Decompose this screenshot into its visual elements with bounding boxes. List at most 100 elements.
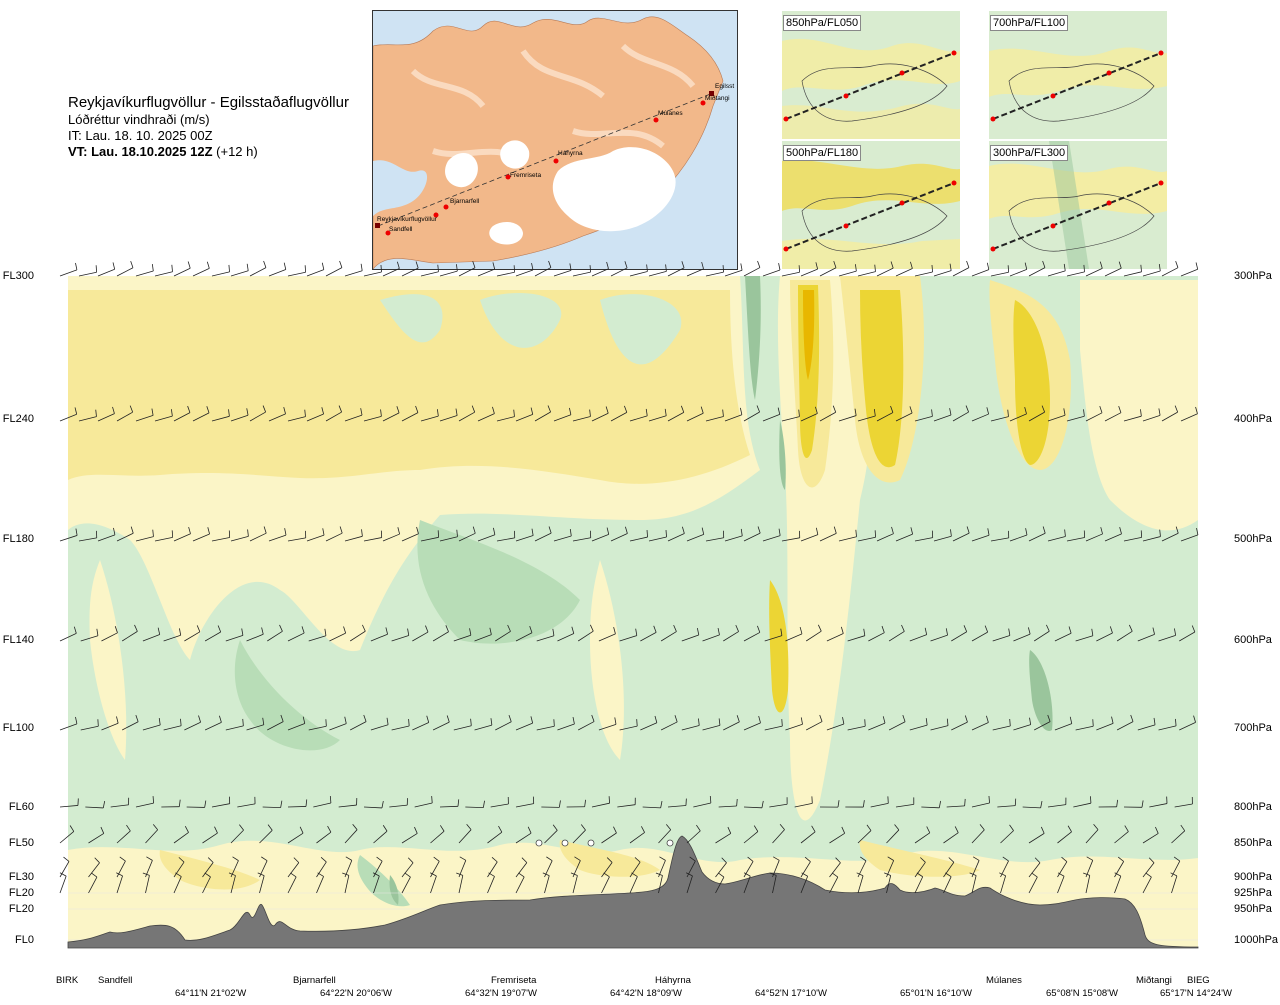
wind-barb-flag (416, 526, 419, 534)
wind-barb (598, 633, 616, 642)
wind-barb (490, 803, 509, 808)
wind-barb (1149, 803, 1168, 808)
wind-barb (1066, 415, 1085, 422)
wind-barb (116, 411, 133, 422)
wind-barb-flag (1040, 800, 1043, 808)
wind-barb-flag (130, 526, 134, 534)
wind-barb-flag (569, 528, 572, 537)
wind-barb-flag (1128, 624, 1133, 632)
wind-barb (601, 862, 613, 878)
wind-barb (805, 630, 822, 642)
wind-barb (259, 830, 273, 844)
wind-barb-flag (228, 409, 230, 417)
wind-barb (268, 534, 287, 542)
downdraft-core (779, 420, 786, 490)
route-title: Reykjavíkurflugvöllur - Egilsstaðaflugvö… (68, 94, 349, 111)
updraft-zone (590, 560, 624, 760)
wind-barb-flag (979, 824, 985, 831)
wind-barb (1028, 876, 1038, 894)
wind-barb-flag (1061, 856, 1068, 862)
wind-barb (800, 861, 811, 878)
wind-barb-flag (171, 264, 173, 272)
wind-barb (1047, 270, 1066, 277)
wind-barb-flag (757, 260, 761, 268)
wind-barb (496, 271, 515, 277)
wind-barb-flag (445, 625, 449, 632)
wind-barb-flag (841, 826, 846, 834)
wind-barb (553, 535, 572, 542)
wind-barb-flag (931, 409, 933, 417)
wind-barb-flag (1174, 405, 1179, 413)
wind-barb-flag (508, 715, 512, 722)
wind-barb-flag (75, 716, 78, 724)
updraft-zone (159, 850, 260, 890)
wind-barb (1116, 630, 1133, 642)
wind-barb (686, 860, 696, 878)
wind-barb-flag (665, 264, 667, 272)
wind-barb-flag (429, 872, 437, 877)
minimap-band (1049, 141, 1089, 269)
wind-barb-flag (1196, 527, 1199, 535)
wind-barb-flag (426, 715, 430, 723)
wind-barb (401, 862, 414, 878)
wind-barb-flag (569, 407, 572, 415)
wind-barb (723, 721, 740, 731)
wind-barb (313, 802, 331, 808)
wind-barb-flag (988, 795, 990, 803)
wind-barb-flag (634, 857, 641, 863)
wind-barb (389, 804, 408, 808)
wind-barb (338, 804, 357, 808)
wind-barb (1085, 267, 1103, 277)
wind-barb-flag (1195, 262, 1199, 270)
map-label-6: Egilsst (715, 83, 734, 90)
minimap-svg (989, 47, 1167, 122)
wind-barb-flag (665, 530, 667, 538)
wind-barb (1033, 721, 1051, 731)
wind-barb-flag (1057, 872, 1065, 877)
wind-barb-flag (130, 260, 134, 268)
wind-barb-flag (492, 262, 496, 270)
wind-barb (930, 725, 949, 731)
wind-barb-flag (198, 715, 201, 723)
wind-barb-flag (589, 409, 591, 417)
wind-barb-flag (263, 526, 267, 534)
minimap-band (989, 163, 1167, 219)
wind-barb (785, 723, 803, 731)
wind-barb (401, 267, 419, 277)
wind-barb-flag (261, 856, 268, 862)
wind-barb-flag (743, 872, 751, 877)
wind-barb (268, 413, 286, 422)
wind-barb-flag (753, 825, 759, 832)
wind-barb-flag (262, 717, 265, 725)
wind-barb (577, 721, 595, 731)
updraft-zone (769, 580, 789, 713)
minimap-point (843, 93, 849, 99)
wind-barb-flag (966, 260, 970, 268)
wind-barb (391, 725, 410, 731)
wind-barb-flag (987, 528, 990, 536)
map-label-5: Múlanes (658, 110, 683, 117)
wind-barb-flag (747, 856, 754, 862)
wind-barb-flag (815, 262, 819, 270)
wind-barb (173, 861, 185, 878)
wind-barb-flag (584, 799, 586, 807)
wind-barb-flag (380, 409, 382, 417)
wind-barb-flag (290, 872, 297, 878)
wind-barb-flag (339, 260, 343, 268)
wind-barb (553, 269, 572, 277)
wind-barb-flag (179, 628, 182, 636)
downdraft-zone (417, 520, 580, 644)
wind-barb (943, 876, 952, 894)
coord-label: 65°01'N 16°10'W (900, 988, 972, 999)
wind-barb (1158, 725, 1177, 731)
wind-barb-flag (780, 628, 783, 636)
wind-barb (515, 862, 528, 878)
wind-barb-flag (664, 408, 667, 416)
wind-barb (344, 829, 358, 844)
issue-time: IT: Lau. 18. 10. 2025 00Z (68, 128, 213, 143)
wind-barb-flag (404, 872, 411, 878)
wind-barb-flag (1119, 526, 1122, 534)
wind-barb (432, 631, 449, 642)
wind-barb (640, 722, 658, 731)
updraft-zone (89, 560, 127, 760)
